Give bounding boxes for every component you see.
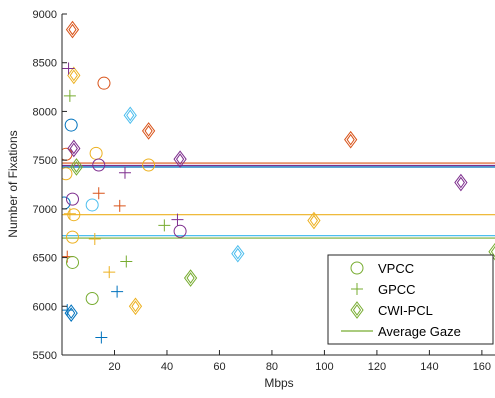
data-point-plus [103,266,116,279]
y-axis-label: Number of Fixations [6,130,20,237]
data-point-diamond [128,297,143,316]
data-point-diamond [141,122,156,140]
data-point-circle [142,158,156,172]
data-point-plus [111,285,124,298]
data-point-plus [63,207,76,220]
y-tick-label: 8000 [33,106,57,118]
y-tick-label: 9000 [33,9,57,21]
data-point-plus [88,233,101,246]
axes: 20 40 60 80 100 120 140 160 5500 6000 6500 7000 7500… [33,9,495,373]
data-point-circle [173,224,187,238]
data-point-diamond [69,158,84,176]
data-point-plus [118,166,131,179]
legend-plus-swatch [351,283,363,295]
data-point-diamond [488,242,495,261]
legend-circle-swatch [350,261,364,275]
y-tick-label: 7000 [33,204,57,216]
x-tick-label: 20 [108,361,120,373]
x-tick-label: 60 [213,361,225,373]
data-point-plus [120,255,133,268]
data-point-diamond [344,130,358,149]
data-point-circle [65,255,79,269]
data-point-circle [85,291,99,305]
legend-label: CWI-PCL [378,303,433,318]
legend-label: VPCC [378,261,414,276]
y-tick-label: 8500 [33,58,57,70]
data-point-diamond [123,106,137,125]
data-point-plus [92,187,105,200]
x-tick-label: 40 [161,361,173,373]
y-tick-label: 5500 [33,350,57,362]
data-point-plus [63,89,76,102]
legend-box [327,254,494,345]
data-point-diamond [64,304,78,322]
data-point-circle [65,230,79,244]
y-tick-label: 6500 [33,253,57,265]
legend: VPCC GPCC CWI-PCL Average Gaze [327,254,494,345]
data-point-plus [62,62,75,75]
data-point-circle [92,158,106,172]
legend-label: GPCC [378,282,416,297]
x-tick-label: 120 [368,361,386,373]
x-tick-label: 140 [420,361,438,373]
data-point-circle [85,198,99,212]
legend-diamond-swatch [350,301,364,319]
legend-label: Average Gaze [378,324,461,339]
data-point-diamond [173,150,187,169]
data-point-plus [171,213,184,226]
y-tick-label: 6000 [33,301,57,313]
x-tick-label: 160 [473,361,491,373]
data-point-plus [113,199,126,212]
data-point-diamond [183,269,198,287]
data-point-diamond [307,211,321,230]
data-point-circle [67,208,81,222]
data-point-diamond [67,66,81,85]
data-point-circle [64,118,78,132]
data-point-circle [62,167,73,181]
data-point-diamond [454,173,468,192]
data-point-plus [158,219,171,232]
data-points [62,20,495,344]
data-point-diamond [65,20,80,39]
average-lines [62,162,495,239]
data-point-circle [97,76,111,90]
y-tick-label: 7500 [33,155,57,167]
x-tick-label: 80 [266,361,278,373]
data-point-circle [65,192,79,206]
data-point-diamond [231,244,245,263]
data-point-diamond [67,139,81,158]
x-axis-label: Mbps [264,376,293,390]
data-point-plus [95,331,108,344]
x-tick-label: 100 [315,361,333,373]
